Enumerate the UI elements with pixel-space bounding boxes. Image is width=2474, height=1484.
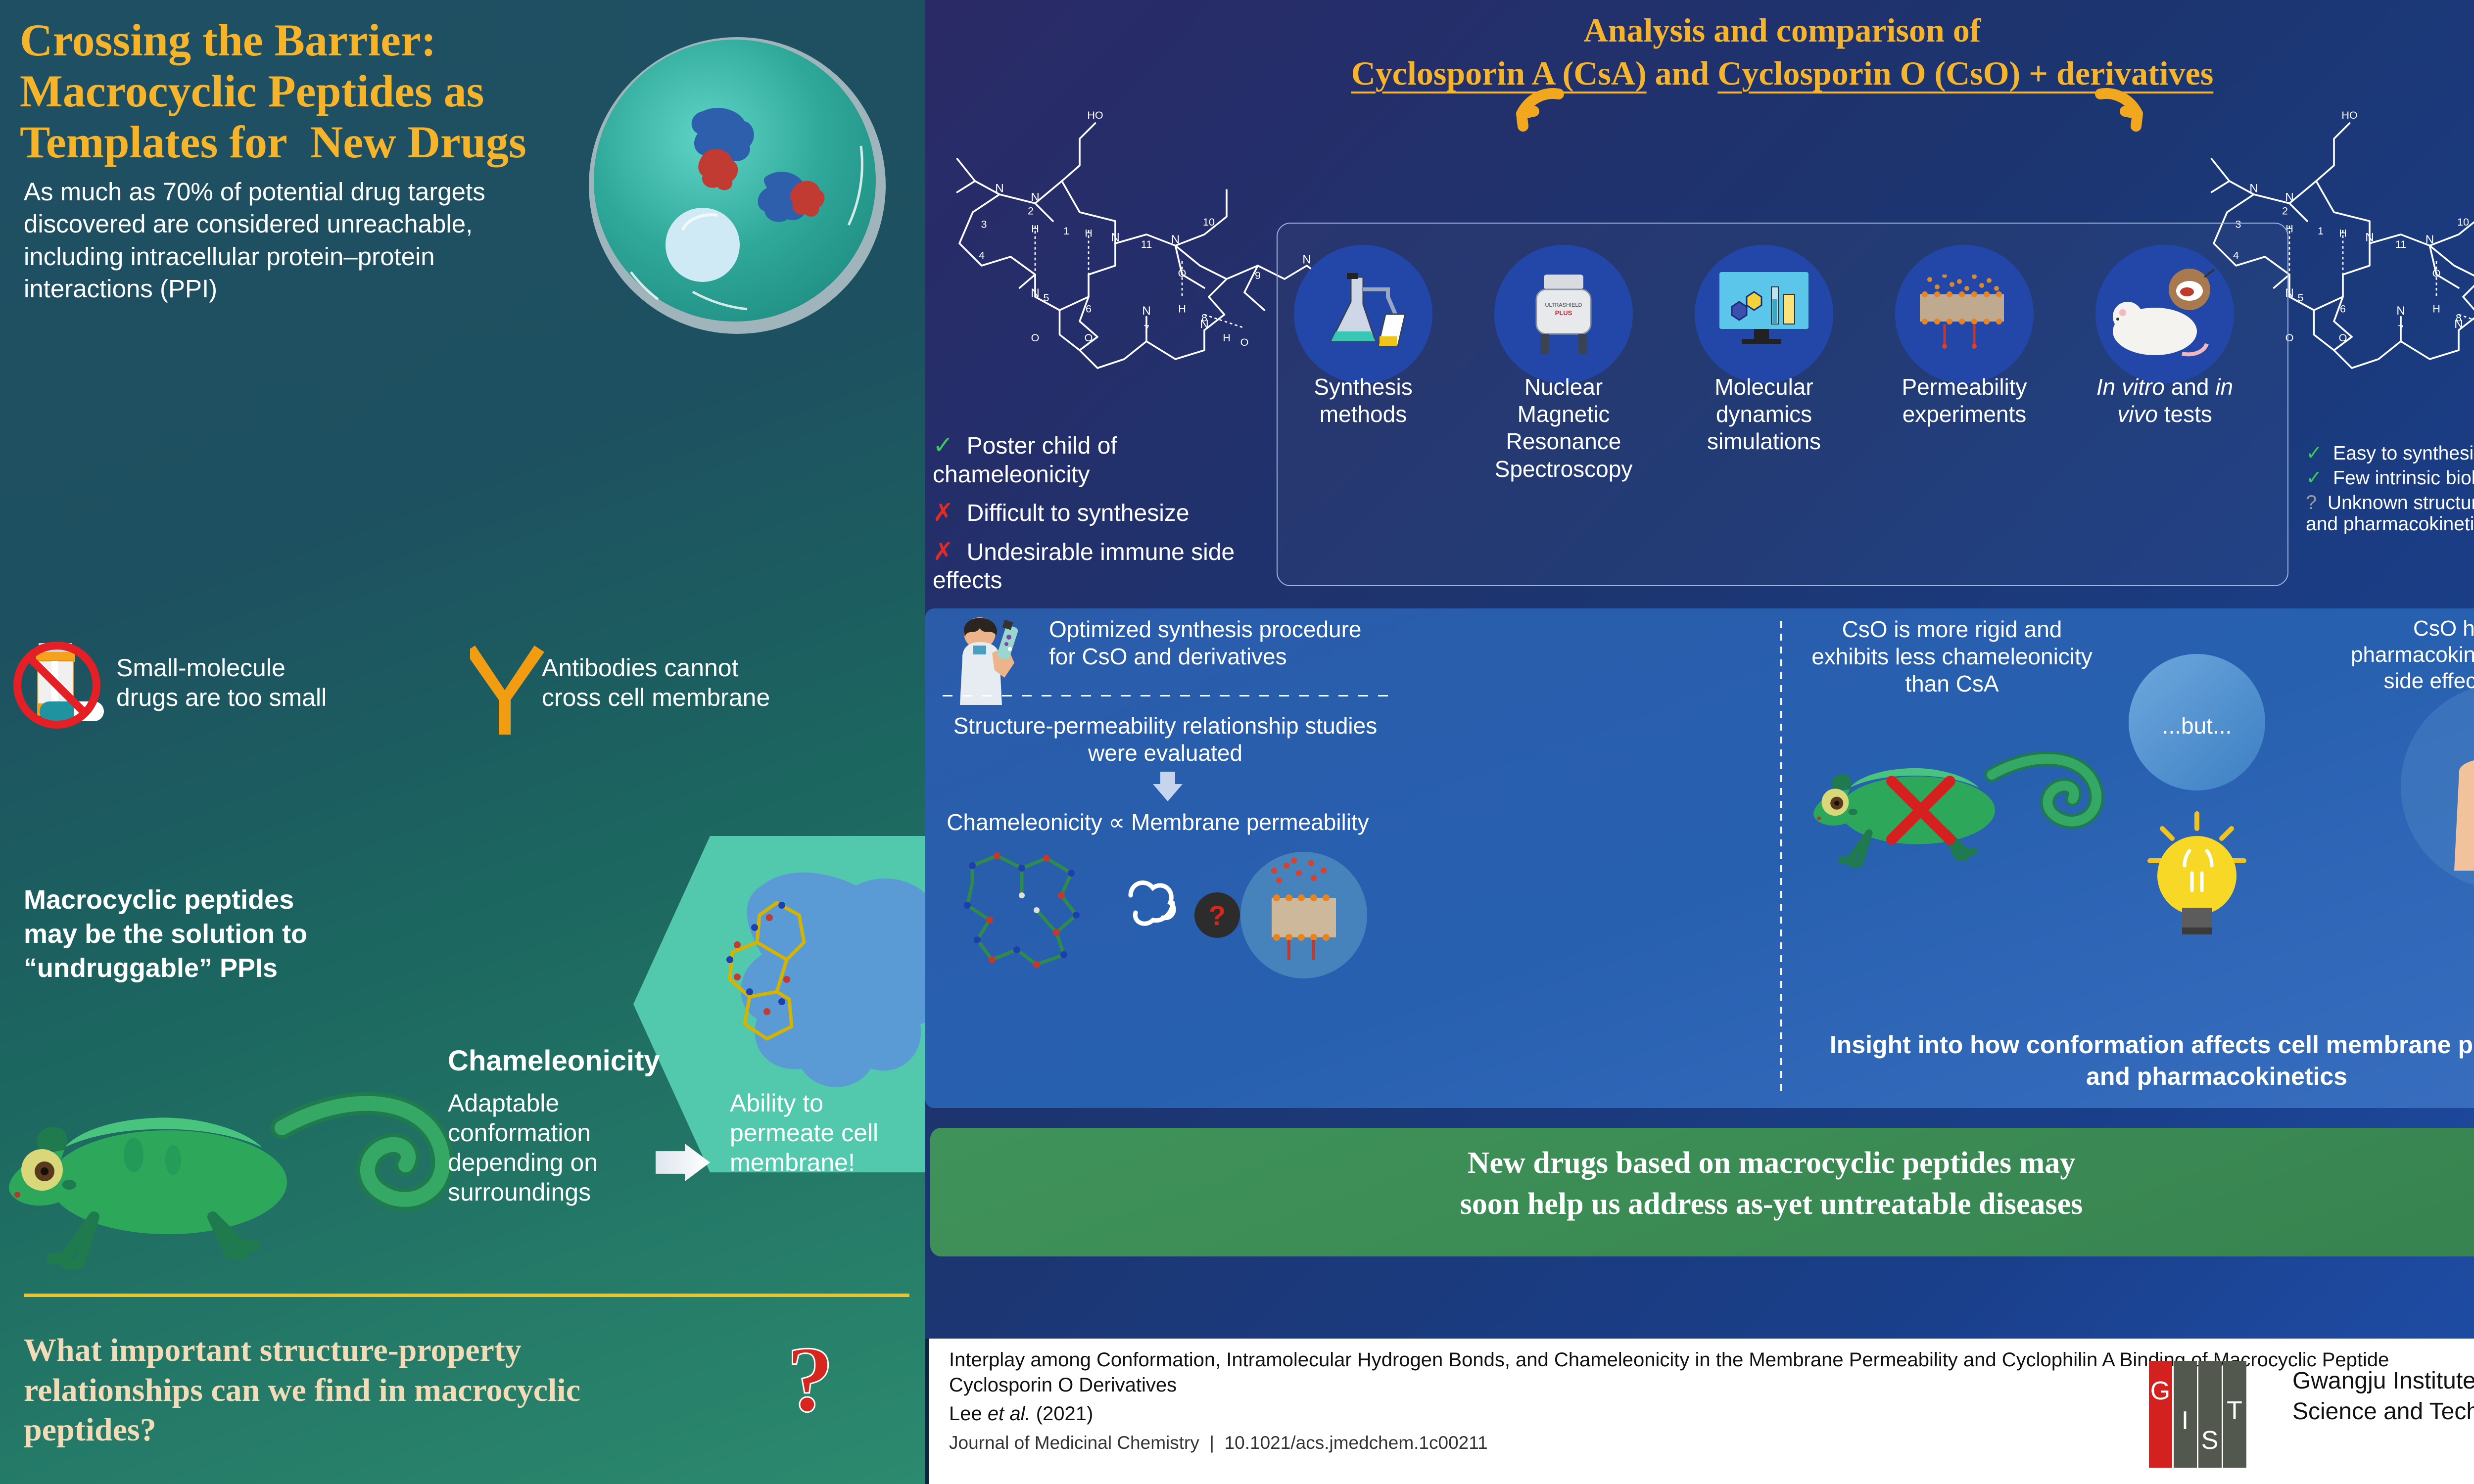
svg-text:6: 6	[1086, 303, 1092, 315]
svg-text:O: O	[1240, 336, 1249, 348]
svg-text:N: N	[1142, 304, 1151, 318]
svg-text:?: ?	[1209, 900, 1226, 931]
svg-text:H: H	[1178, 303, 1186, 315]
svg-text:7: 7	[2398, 323, 2404, 335]
svg-text:O: O	[1085, 331, 1093, 344]
svg-text:5: 5	[1043, 291, 1049, 304]
svg-text:5: 5	[2297, 291, 2303, 304]
svg-text:H: H	[1085, 227, 1093, 239]
svg-text:N: N	[2285, 191, 2294, 204]
svg-text:4: 4	[979, 249, 985, 262]
svg-text:11: 11	[1141, 238, 1152, 250]
svg-text:T: T	[2227, 1396, 2242, 1425]
svg-text:2: 2	[2282, 205, 2288, 217]
svg-text:H: H	[2339, 227, 2347, 239]
svg-text:N: N	[2396, 304, 2405, 318]
svg-text:6: 6	[2340, 303, 2346, 315]
svg-text:O: O	[2339, 331, 2347, 344]
svg-text:N: N	[1171, 233, 1180, 246]
svg-text:N: N	[995, 182, 1004, 195]
svg-text:N: N	[2365, 231, 2374, 244]
svg-text:G: G	[2150, 1377, 2170, 1405]
svg-text:9: 9	[1255, 269, 1261, 281]
svg-text:HO: HO	[2341, 109, 2357, 121]
svg-text:8: 8	[1201, 312, 1207, 324]
svg-text:S: S	[2201, 1426, 2219, 1455]
svg-text:H: H	[2432, 303, 2440, 315]
svg-text:8: 8	[2456, 312, 2462, 324]
svg-text:2: 2	[1028, 205, 1034, 217]
svg-text:11: 11	[2395, 238, 2406, 250]
svg-text:HO: HO	[1087, 109, 1103, 121]
svg-text:ULTRASHIELD: ULTRASHIELD	[1545, 302, 1582, 308]
svg-text:N: N	[1031, 191, 1040, 204]
svg-text:10: 10	[2457, 216, 2469, 228]
svg-text:3: 3	[981, 218, 987, 231]
svg-text:1: 1	[1063, 225, 1069, 237]
svg-text:N: N	[1111, 231, 1120, 244]
svg-text:H: H	[1223, 331, 1231, 344]
svg-text:PLUS: PLUS	[1555, 309, 1572, 317]
svg-text:7: 7	[1143, 323, 1149, 335]
svg-text:O: O	[2432, 267, 2441, 279]
svg-text:O: O	[1031, 331, 1040, 344]
svg-text:O: O	[1178, 267, 1187, 279]
svg-text:N: N	[2426, 233, 2434, 246]
svg-text:N: N	[1031, 286, 1040, 300]
svg-text:N: N	[2249, 182, 2258, 195]
svg-text:10: 10	[1203, 216, 1215, 228]
svg-text:1: 1	[2318, 225, 2324, 237]
svg-text:H: H	[1031, 223, 1039, 235]
svg-text:I: I	[2182, 1406, 2189, 1435]
